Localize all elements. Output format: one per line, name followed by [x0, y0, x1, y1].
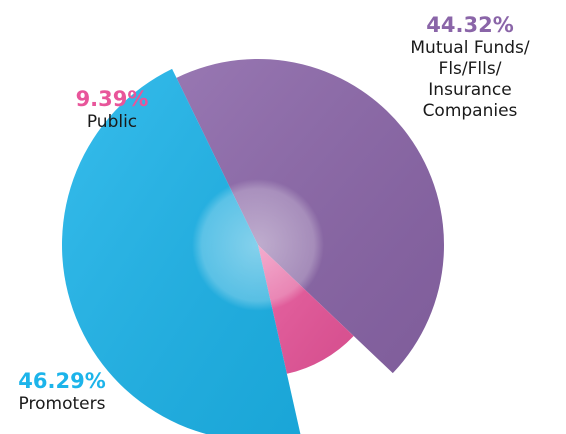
slice-shade	[62, 68, 301, 434]
category-label: Mutual Funds/Fls/Flls/Insurance Companies	[410, 38, 529, 121]
category-label: Promoters	[19, 394, 106, 414]
value-label: 46.29%	[18, 369, 105, 393]
value-label: 9.39%	[76, 87, 149, 111]
value-label: 44.32%	[426, 13, 513, 37]
category-label: Public	[87, 112, 137, 132]
labels: 44.32%Mutual Funds/Fls/Flls/Insurance Com…	[18, 13, 530, 414]
center-glow	[192, 179, 324, 311]
slices	[62, 58, 445, 434]
